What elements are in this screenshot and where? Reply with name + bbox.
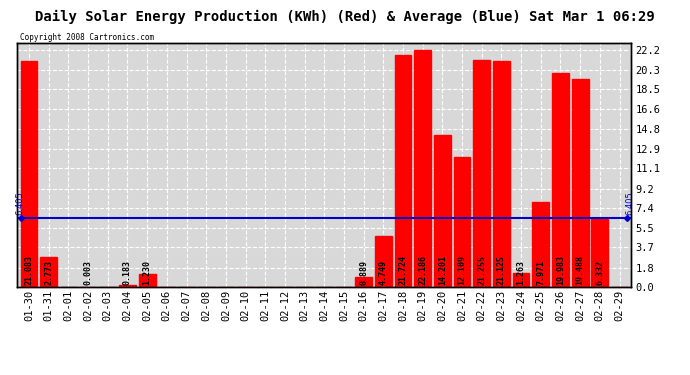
Bar (41, 257, 57, 287)
Text: 19.983: 19.983 (556, 255, 565, 285)
Bar (552, 73, 569, 287)
Text: 21.255: 21.255 (477, 255, 486, 285)
Text: 4.749: 4.749 (379, 260, 388, 285)
Text: 19.488: 19.488 (575, 255, 584, 285)
Bar (454, 158, 471, 287)
Bar (139, 274, 155, 287)
Bar (493, 61, 510, 287)
Text: Daily Solar Energy Production (KWh) (Red) & Average (Blue) Sat Mar 1 06:29: Daily Solar Energy Production (KWh) (Red… (35, 9, 655, 24)
Text: 7.971: 7.971 (536, 260, 545, 285)
Bar (375, 236, 392, 287)
Text: 22.186: 22.186 (418, 255, 427, 285)
Text: 21.125: 21.125 (497, 255, 506, 285)
Text: 6.405: 6.405 (625, 192, 634, 215)
Bar (355, 278, 372, 287)
Text: 2.773: 2.773 (44, 260, 53, 285)
Text: 0.183: 0.183 (123, 260, 132, 285)
Text: 0.003: 0.003 (83, 260, 92, 285)
Bar (473, 60, 490, 287)
Bar (21, 62, 37, 287)
Bar (415, 50, 431, 287)
Bar (572, 78, 589, 287)
Text: 21.724: 21.724 (399, 255, 408, 285)
Bar (395, 55, 411, 287)
Text: 6.332: 6.332 (595, 260, 604, 285)
Text: 12.109: 12.109 (457, 255, 466, 285)
Bar (591, 219, 608, 287)
Text: 14.201: 14.201 (438, 255, 447, 285)
Text: 6.405: 6.405 (16, 192, 25, 215)
Text: 1.263: 1.263 (517, 260, 526, 285)
Text: Copyright 2008 Cartronics.com: Copyright 2008 Cartronics.com (20, 33, 155, 42)
Text: 1.230: 1.230 (143, 260, 152, 285)
Bar (119, 285, 136, 287)
Text: 0.889: 0.889 (359, 260, 368, 285)
Text: 21.083: 21.083 (25, 255, 34, 285)
Bar (434, 135, 451, 287)
Bar (513, 273, 529, 287)
Bar (533, 202, 549, 287)
